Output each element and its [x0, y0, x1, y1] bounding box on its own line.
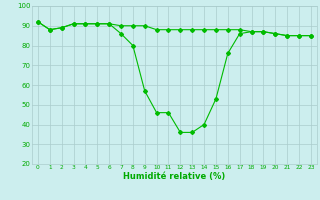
X-axis label: Humidité relative (%): Humidité relative (%)	[123, 172, 226, 181]
